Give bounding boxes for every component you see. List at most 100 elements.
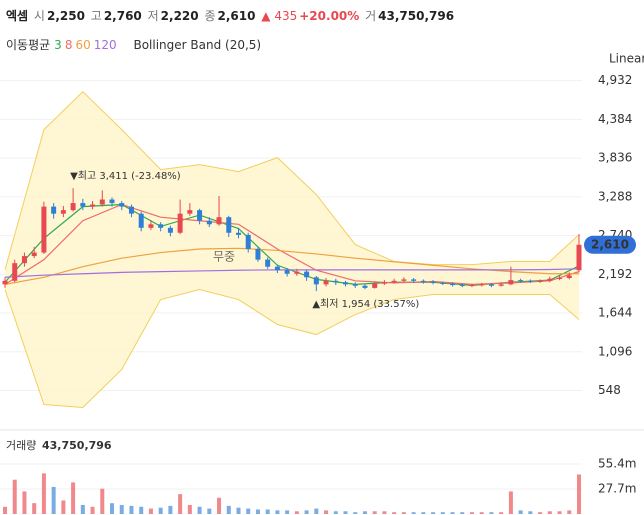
volume-bar xyxy=(314,508,319,514)
volume-bar xyxy=(362,511,367,514)
volume-bar xyxy=(489,512,494,514)
high-annotation: ▼최고 3,411 (-23.48%) xyxy=(70,170,181,182)
candle-body xyxy=(557,277,563,279)
candle-body xyxy=(391,280,397,283)
candle-body xyxy=(235,232,241,235)
volume-bar xyxy=(304,510,309,514)
volume-bar xyxy=(197,506,202,514)
volume-bar xyxy=(343,511,348,514)
candle-body xyxy=(420,280,426,282)
volume-bar xyxy=(51,486,56,514)
volume-bar xyxy=(547,511,552,514)
volume-bar xyxy=(80,504,85,514)
candle-body xyxy=(226,217,232,233)
y-tick-label: 548 xyxy=(598,383,621,397)
volume-bar xyxy=(294,511,299,514)
volume-bar xyxy=(41,473,46,514)
bollinger-label: Bollinger Band (20,5) xyxy=(133,38,262,52)
volume-bar xyxy=(431,512,436,514)
volume-bar xyxy=(236,507,241,514)
volume-bar xyxy=(148,508,153,514)
volume-bar xyxy=(32,503,37,514)
candle-body xyxy=(187,210,193,214)
y-tick-label: 3,836 xyxy=(598,151,632,165)
volume-bar xyxy=(22,491,27,514)
volume-bar xyxy=(12,479,17,514)
volume-bar xyxy=(119,504,124,514)
volume-bar xyxy=(285,510,290,514)
volume-bar xyxy=(557,511,562,514)
close-value: 2,610 xyxy=(217,9,256,23)
volume-bar xyxy=(392,512,397,514)
volume-bar xyxy=(246,508,251,514)
candle-body xyxy=(333,280,339,283)
candle-body xyxy=(381,282,387,284)
candle-body xyxy=(488,284,494,286)
volume-bar xyxy=(499,512,504,514)
candle-body xyxy=(343,282,349,285)
high-value: 2,760 xyxy=(103,9,142,23)
volume-bar xyxy=(207,508,212,514)
y-tick-label: 2,192 xyxy=(598,267,632,281)
volume-bar xyxy=(353,512,358,514)
candle-body xyxy=(119,203,125,207)
change-pct: +20.00% xyxy=(299,9,360,23)
volume-bar xyxy=(129,505,134,514)
y-tick-label: 1,096 xyxy=(598,344,632,358)
candle-body xyxy=(148,224,154,228)
candle-body xyxy=(255,249,261,260)
scale-label: Linear xyxy=(609,52,644,66)
low-value: 2,220 xyxy=(160,9,199,23)
close-label: 종 xyxy=(204,9,216,23)
volume-bar xyxy=(187,504,192,514)
candle-body xyxy=(498,284,504,286)
candle-body xyxy=(21,256,27,264)
bollinger-area xyxy=(5,91,579,408)
volume-bar xyxy=(158,507,163,514)
volume-bar xyxy=(333,511,338,514)
candle-body xyxy=(80,203,86,207)
volume-tick-label: 27.7m xyxy=(598,481,636,495)
candle-body xyxy=(313,277,319,285)
candle-body xyxy=(352,284,358,286)
candle-body xyxy=(566,275,572,278)
bollinger-upper xyxy=(4,90,580,270)
legend-entry: 8 xyxy=(64,38,73,52)
watermark: 무중 xyxy=(213,250,235,264)
candle-body xyxy=(362,285,368,288)
candle-body xyxy=(51,206,57,214)
volume-bar xyxy=(178,494,183,514)
change: ▲ 435 xyxy=(261,9,298,23)
candle-body xyxy=(372,283,378,288)
candle-body xyxy=(537,280,543,282)
open-label: 시 xyxy=(33,9,45,23)
candle-body xyxy=(323,280,329,285)
candle-body xyxy=(469,285,475,287)
candle-body xyxy=(167,227,173,233)
price-tag: 2,610 xyxy=(591,237,629,251)
volume-title: 거래량 xyxy=(6,439,36,452)
candle-body xyxy=(430,281,436,283)
volume-bar xyxy=(450,512,455,514)
legend: 이동평균 3 8 60 120 Bollinger Band (20,5) xyxy=(6,36,265,53)
volume-bar xyxy=(255,509,260,514)
candle-body xyxy=(411,279,417,281)
candle-body xyxy=(508,280,514,285)
volume-bar xyxy=(401,512,406,514)
y-tick-label: 1,644 xyxy=(598,306,632,320)
candle-body xyxy=(2,280,8,285)
volume-bar xyxy=(275,510,280,514)
candle-body xyxy=(440,282,446,284)
volume-bar xyxy=(479,512,484,514)
volume-bar xyxy=(265,509,270,514)
stock-name: 엑셈 xyxy=(6,9,29,23)
volume-bar xyxy=(528,511,533,514)
candle-body xyxy=(576,244,582,271)
volume-bar xyxy=(460,512,465,514)
candle-body xyxy=(12,263,18,281)
y-tick-label: 4,932 xyxy=(598,73,632,87)
volume-bar xyxy=(577,474,581,514)
volume-bar xyxy=(372,511,377,514)
candle-body xyxy=(70,203,76,211)
candle-body xyxy=(128,206,134,214)
